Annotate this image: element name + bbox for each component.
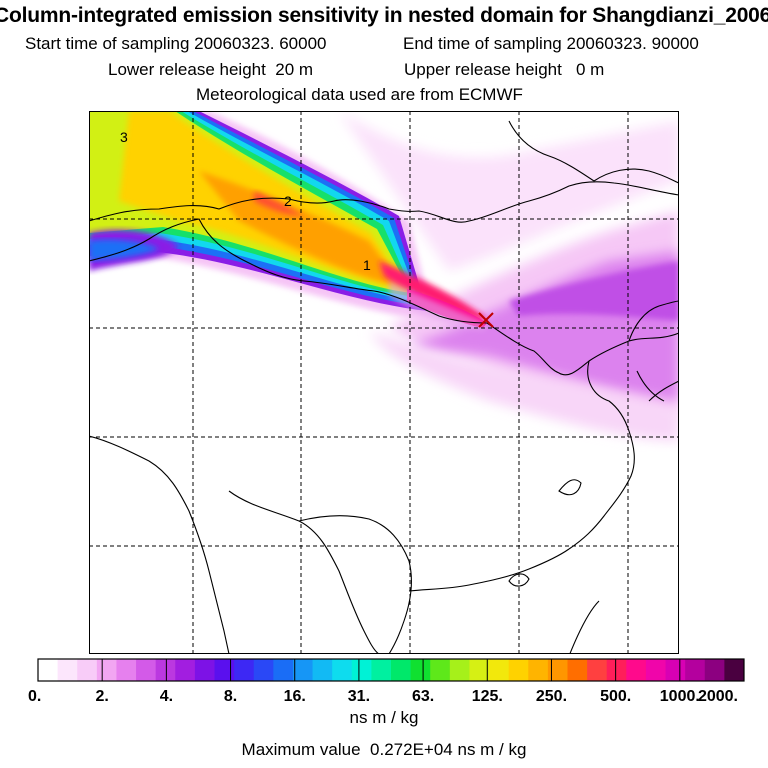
- upper-release-height: Upper release height 0 m: [404, 60, 604, 80]
- plume-haze-north: [339, 111, 679, 271]
- colorbar-cell: [685, 659, 706, 681]
- colorbar-cell: [665, 659, 686, 681]
- colorbar-tick-label: 1000.: [660, 688, 700, 705]
- end-label: End time of sampling: [403, 34, 562, 53]
- colorbar-cell: [724, 659, 745, 681]
- plume-core-red: [379, 261, 485, 323]
- colorbar-tick-label: 16.: [284, 688, 306, 705]
- colorbar-tick-label: 500.: [600, 688, 631, 705]
- coast-gulf: [298, 515, 413, 654]
- colorbar-unit: ns m / kg: [349, 708, 419, 727]
- colorbar-tick-label: 8.: [224, 688, 237, 705]
- colorbar-cell: [96, 659, 117, 681]
- korea-peninsula: [628, 300, 679, 342]
- colorbar-tick-label: 4.: [160, 688, 173, 705]
- plume-core-east: [509, 261, 679, 321]
- colorbar-cell: [57, 659, 78, 681]
- colorbar-tick-label: 125.: [472, 688, 503, 705]
- met-data-note: Meteorological data used are from ECMWF: [196, 85, 523, 104]
- taiwan-island: [558, 479, 582, 496]
- colorbar-cell: [155, 659, 176, 681]
- colorbar-cell: [469, 659, 490, 681]
- coast-bohai: [486, 322, 679, 376]
- colorbar-cell: [371, 659, 392, 681]
- coast-east: [568, 360, 635, 550]
- colorbar-cells: [38, 659, 745, 681]
- colorbar-cell: [273, 659, 294, 681]
- plume-haze-south: [369, 331, 679, 441]
- max-value: 0.272E+04: [370, 740, 453, 759]
- colorbar-cell: [116, 659, 137, 681]
- colorbar-cell: [528, 659, 549, 681]
- korea-south: [636, 370, 665, 402]
- lower-label: Lower release height: [108, 60, 266, 79]
- colorbar-cell: [136, 659, 157, 681]
- colorbar-tick-label: 250.: [536, 688, 567, 705]
- colorbar-cell: [38, 659, 59, 681]
- colorbar-tick-label: 2.: [96, 688, 109, 705]
- colorbar-cell: [508, 659, 529, 681]
- colorbar-cell: [351, 659, 372, 681]
- contour-label-1: 1: [363, 257, 371, 273]
- upper-label: Upper release height: [404, 60, 562, 79]
- colorbar-cell: [312, 659, 333, 681]
- border-indochina: [228, 490, 380, 654]
- colorbar-cell: [292, 659, 314, 681]
- lower-release-height: Lower release height 20 m: [108, 60, 313, 80]
- colorbar-cell: [489, 659, 510, 681]
- contour-label-3: 3: [120, 129, 128, 145]
- sampling-start: Start time of sampling 20060323. 60000: [25, 34, 327, 54]
- colorbar-cell: [645, 659, 667, 681]
- maximum-value-note: Maximum value 0.272E+04 ns m / kg: [241, 740, 527, 759]
- end-value: 20060323. 90000: [566, 34, 699, 53]
- colorbar-cell: [430, 659, 451, 681]
- upper-value: 0 m: [576, 60, 605, 79]
- colorbar: 0. 2. 4. 8. 16. 31. 63. 125. 250. 500. 1000.2000.: [28, 658, 745, 705]
- border-northeast: [593, 168, 679, 184]
- western-border: [89, 218, 488, 324]
- colorbar-tick-label: 0.: [28, 688, 41, 705]
- colorbar-cell: [547, 659, 568, 681]
- colorbar-tick-labels: 0. 2. 4. 8. 16. 31. 63. 125. 250. 500. 1000.2000.: [28, 659, 745, 705]
- colorbar-cell: [587, 659, 608, 681]
- colorbar-cell: [704, 659, 725, 681]
- plume-field: [89, 111, 679, 441]
- colorbar-cell: [626, 659, 647, 681]
- colorbar-cell: [449, 659, 470, 681]
- colorbar-cell: [234, 659, 255, 681]
- colorbar-cell: [410, 659, 431, 681]
- colorbar-cell: [253, 659, 274, 681]
- colorbar-cell: [214, 659, 235, 681]
- start-label: Start time of sampling: [25, 34, 190, 53]
- colorbar-cell: [332, 659, 353, 681]
- colorbar-tick-label: 63.: [412, 688, 434, 705]
- northern-border: [89, 181, 679, 223]
- colorbar-cell: [194, 659, 215, 681]
- colorbar-tick-label: 2000.: [698, 688, 738, 705]
- hainan-island: [508, 573, 530, 587]
- sampling-end: End time of sampling 20060323. 90000: [403, 34, 699, 54]
- colorbar-cell: [175, 659, 196, 681]
- gridlines: [89, 111, 679, 654]
- japan-coast: [648, 380, 679, 402]
- start-value: 20060323. 60000: [194, 34, 327, 53]
- philippines-coast: [569, 600, 600, 654]
- lower-value: 20 m: [275, 60, 314, 79]
- coastlines-borders: [89, 120, 679, 654]
- coast-south: [408, 548, 570, 592]
- map-frame: [89, 111, 679, 654]
- colorbar-cell: [567, 659, 588, 681]
- release-site-marker: [478, 312, 494, 328]
- colorbar-cell: [77, 659, 98, 681]
- colorbar-cell: [391, 659, 412, 681]
- colorbar-cell: [606, 659, 627, 681]
- colorbar-tick-label: 31.: [348, 688, 370, 705]
- border-southwest: [89, 435, 230, 654]
- plume-spot-red: [254, 191, 304, 216]
- sensitivity-map: 3 2 1: [89, 111, 679, 654]
- contour-label-2: 2: [284, 193, 292, 209]
